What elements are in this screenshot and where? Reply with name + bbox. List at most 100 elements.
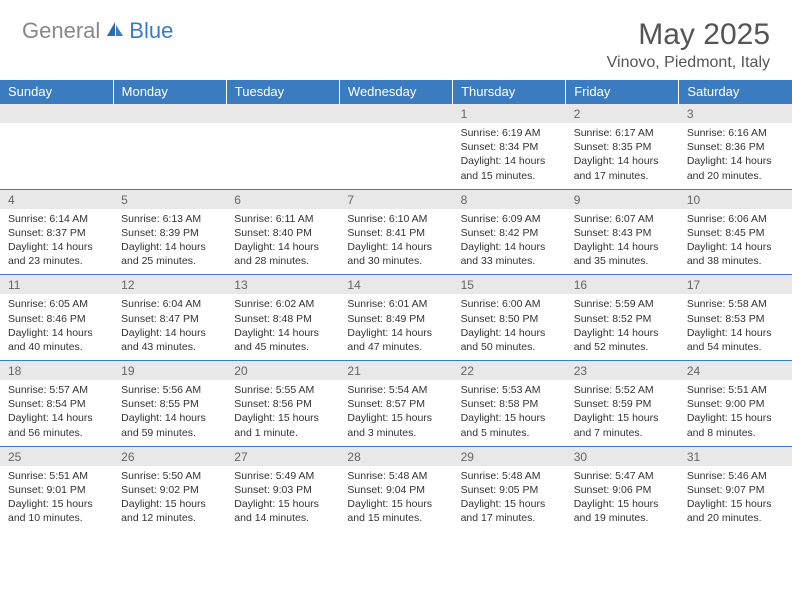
data-cell: Sunrise: 6:14 AMSunset: 8:37 PMDaylight:… xyxy=(0,209,113,275)
data-cell: Sunrise: 6:06 AMSunset: 8:45 PMDaylight:… xyxy=(679,209,792,275)
data-cell: Sunrise: 5:47 AMSunset: 9:06 PMDaylight:… xyxy=(566,466,679,532)
sunrise-text: Sunrise: 6:06 AM xyxy=(687,212,784,226)
daylight-text: Daylight: 14 hours xyxy=(461,154,558,168)
day-header: Tuesday xyxy=(226,80,339,104)
sunrise-text: Sunrise: 5:54 AM xyxy=(347,383,444,397)
date-cell: 12 xyxy=(113,275,226,295)
sunset-text: Sunset: 8:43 PM xyxy=(574,226,671,240)
daylight-text: Daylight: 14 hours xyxy=(687,154,784,168)
daylight-text2: and 5 minutes. xyxy=(461,426,558,440)
daylight-text: Daylight: 15 hours xyxy=(574,497,671,511)
daylight-text2: and 33 minutes. xyxy=(461,254,558,268)
sunset-text: Sunset: 8:35 PM xyxy=(574,140,671,154)
sunrise-text: Sunrise: 5:53 AM xyxy=(461,383,558,397)
sunset-text: Sunset: 8:56 PM xyxy=(234,397,331,411)
daylight-text: Daylight: 14 hours xyxy=(461,326,558,340)
sunset-text: Sunset: 9:03 PM xyxy=(234,483,331,497)
data-cell: Sunrise: 5:57 AMSunset: 8:54 PMDaylight:… xyxy=(0,380,113,446)
sunrise-text: Sunrise: 6:10 AM xyxy=(347,212,444,226)
sunrise-text: Sunrise: 5:49 AM xyxy=(234,469,331,483)
daylight-text: Daylight: 14 hours xyxy=(121,326,218,340)
sunset-text: Sunset: 8:48 PM xyxy=(234,312,331,326)
daylight-text2: and 35 minutes. xyxy=(574,254,671,268)
date-cell: 30 xyxy=(566,446,679,466)
sunrise-text: Sunrise: 5:58 AM xyxy=(687,297,784,311)
date-cell xyxy=(113,104,226,124)
page-header: General Blue May 2025 Vinovo, Piedmont, … xyxy=(0,0,792,80)
day-header: Sunday xyxy=(0,80,113,104)
daylight-text: Daylight: 14 hours xyxy=(234,326,331,340)
date-cell: 6 xyxy=(226,189,339,209)
sunset-text: Sunset: 8:47 PM xyxy=(121,312,218,326)
sunset-text: Sunset: 8:57 PM xyxy=(347,397,444,411)
date-cell: 10 xyxy=(679,189,792,209)
brand-part2: Blue xyxy=(129,18,173,44)
daylight-text: Daylight: 14 hours xyxy=(461,240,558,254)
date-cell: 15 xyxy=(453,275,566,295)
daylight-text: Daylight: 14 hours xyxy=(347,240,444,254)
data-cell: Sunrise: 5:51 AMSunset: 9:00 PMDaylight:… xyxy=(679,380,792,446)
daylight-text2: and 12 minutes. xyxy=(121,511,218,525)
daylight-text: Daylight: 15 hours xyxy=(687,497,784,511)
daylight-text2: and 43 minutes. xyxy=(121,340,218,354)
date-cell: 5 xyxy=(113,189,226,209)
date-cell: 19 xyxy=(113,361,226,381)
sail-icon xyxy=(105,20,125,43)
daylight-text2: and 54 minutes. xyxy=(687,340,784,354)
day-header: Thursday xyxy=(453,80,566,104)
sunrise-text: Sunrise: 6:04 AM xyxy=(121,297,218,311)
daylight-text2: and 7 minutes. xyxy=(574,426,671,440)
sunset-text: Sunset: 9:01 PM xyxy=(8,483,105,497)
sunrise-text: Sunrise: 6:17 AM xyxy=(574,126,671,140)
sunset-text: Sunset: 8:39 PM xyxy=(121,226,218,240)
sunrise-text: Sunrise: 6:05 AM xyxy=(8,297,105,311)
sunset-text: Sunset: 8:40 PM xyxy=(234,226,331,240)
sunrise-text: Sunrise: 6:14 AM xyxy=(8,212,105,226)
date-cell xyxy=(339,104,452,124)
sunrise-text: Sunrise: 5:52 AM xyxy=(574,383,671,397)
date-cell: 28 xyxy=(339,446,452,466)
daylight-text2: and 17 minutes. xyxy=(461,511,558,525)
brand-logo: General Blue xyxy=(22,18,173,44)
daylight-text: Daylight: 15 hours xyxy=(461,411,558,425)
date-cell: 24 xyxy=(679,361,792,381)
data-cell: Sunrise: 6:00 AMSunset: 8:50 PMDaylight:… xyxy=(453,294,566,360)
sunrise-text: Sunrise: 5:57 AM xyxy=(8,383,105,397)
daylight-text2: and 47 minutes. xyxy=(347,340,444,354)
sunrise-text: Sunrise: 5:56 AM xyxy=(121,383,218,397)
daylight-text2: and 1 minute. xyxy=(234,426,331,440)
date-cell: 16 xyxy=(566,275,679,295)
date-cell: 29 xyxy=(453,446,566,466)
daylight-text: Daylight: 15 hours xyxy=(347,497,444,511)
sunrise-text: Sunrise: 6:16 AM xyxy=(687,126,784,140)
daylight-text: Daylight: 14 hours xyxy=(234,240,331,254)
date-cell: 22 xyxy=(453,361,566,381)
data-row: Sunrise: 6:14 AMSunset: 8:37 PMDaylight:… xyxy=(0,209,792,275)
data-cell: Sunrise: 6:16 AMSunset: 8:36 PMDaylight:… xyxy=(679,123,792,189)
daylight-text: Daylight: 14 hours xyxy=(8,411,105,425)
sunrise-text: Sunrise: 5:55 AM xyxy=(234,383,331,397)
sunset-text: Sunset: 9:07 PM xyxy=(687,483,784,497)
date-cell: 1 xyxy=(453,104,566,124)
daylight-text2: and 20 minutes. xyxy=(687,511,784,525)
daylight-text: Daylight: 15 hours xyxy=(574,411,671,425)
data-row: Sunrise: 5:51 AMSunset: 9:01 PMDaylight:… xyxy=(0,466,792,532)
data-row: Sunrise: 6:19 AMSunset: 8:34 PMDaylight:… xyxy=(0,123,792,189)
sunset-text: Sunset: 8:53 PM xyxy=(687,312,784,326)
daylight-text2: and 40 minutes. xyxy=(8,340,105,354)
date-cell: 14 xyxy=(339,275,452,295)
daylight-text: Daylight: 14 hours xyxy=(574,154,671,168)
daylight-text2: and 15 minutes. xyxy=(461,169,558,183)
sunset-text: Sunset: 8:45 PM xyxy=(687,226,784,240)
sunset-text: Sunset: 8:46 PM xyxy=(8,312,105,326)
data-cell: Sunrise: 6:02 AMSunset: 8:48 PMDaylight:… xyxy=(226,294,339,360)
sunrise-text: Sunrise: 6:00 AM xyxy=(461,297,558,311)
date-cell: 31 xyxy=(679,446,792,466)
sunset-text: Sunset: 8:55 PM xyxy=(121,397,218,411)
sunrise-text: Sunrise: 6:11 AM xyxy=(234,212,331,226)
data-cell xyxy=(0,123,113,189)
date-row: 123 xyxy=(0,104,792,124)
date-cell: 3 xyxy=(679,104,792,124)
sunrise-text: Sunrise: 6:02 AM xyxy=(234,297,331,311)
data-cell: Sunrise: 5:59 AMSunset: 8:52 PMDaylight:… xyxy=(566,294,679,360)
